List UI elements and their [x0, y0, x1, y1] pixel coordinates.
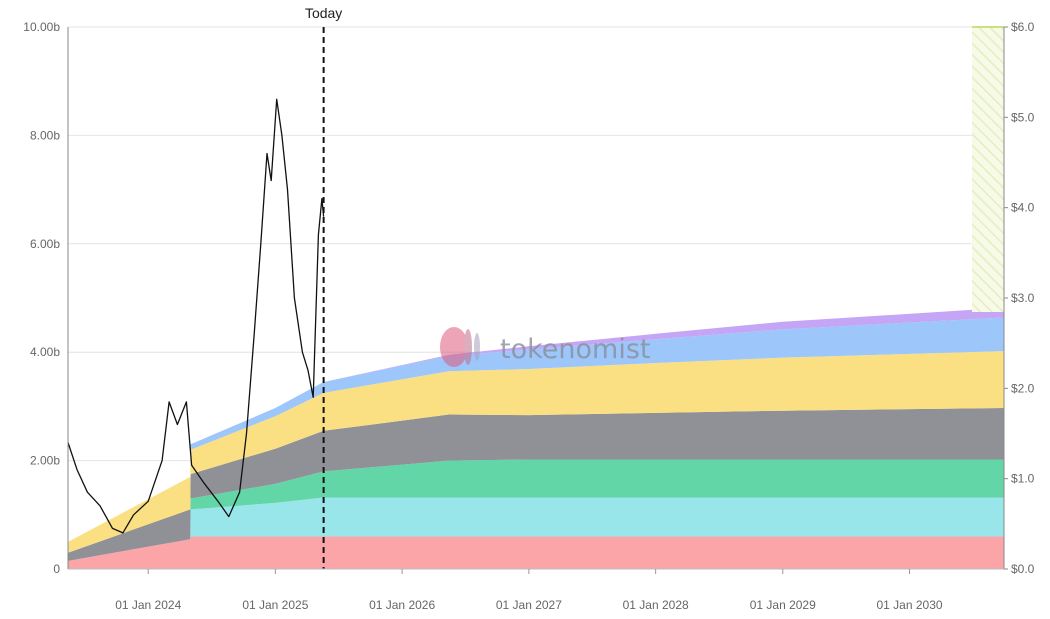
- price-line: [67, 98, 325, 534]
- x-tick-label: 01 Jan 2026: [369, 598, 435, 612]
- tokenomist-logo-icon: [440, 327, 480, 367]
- x-tick-label: 01 Jan 2025: [242, 598, 308, 612]
- y-left-tick-label: 8.00b: [30, 128, 60, 142]
- y-right-tick-label: $5.0: [1011, 110, 1035, 124]
- watermark: tokenomist: [440, 327, 650, 367]
- y-axis-left-ticks: 0 2.00b 4.00b 6.00b 8.00b 10.00b: [23, 20, 60, 576]
- y-right-tick-label: $1.0: [1011, 472, 1035, 486]
- y-right-tick-label: $6.0: [1011, 20, 1035, 34]
- today-label: Today: [305, 5, 342, 21]
- y-right-tick-label: $3.0: [1011, 291, 1035, 305]
- watermark-text: tokenomist: [500, 334, 650, 365]
- y-left-tick-label: 0: [53, 562, 60, 576]
- stack-area-4: [68, 351, 1004, 553]
- x-tick-label: 01 Jan 2028: [623, 598, 689, 612]
- stack-area-0: [68, 536, 1004, 569]
- x-tick-label: 01 Jan 2027: [496, 598, 562, 612]
- stacked-areas: [68, 307, 1004, 569]
- y-right-tick-label: $4.0: [1011, 201, 1035, 215]
- y-right-tick-label: $2.0: [1011, 381, 1035, 395]
- y-left-tick-label: 6.00b: [30, 237, 60, 251]
- stack-area-3: [68, 408, 1004, 561]
- forecast-highlight: [972, 27, 1004, 312]
- today-marker: Today: [305, 5, 342, 569]
- y-left-tick-label: 2.00b: [30, 454, 60, 468]
- y-axis-right-ticks: $0.0 $1.0 $2.0 $3.0 $4.0 $5.0 $6.0: [1004, 20, 1035, 576]
- y-left-tick-label: 10.00b: [23, 20, 60, 34]
- stack-area-2: [68, 459, 1004, 561]
- x-tick-label: 01 Jan 2029: [750, 598, 816, 612]
- y-right-tick-label: $0.0: [1011, 562, 1035, 576]
- price-series-line: [67, 98, 325, 534]
- x-tick-label: 01 Jan 2024: [115, 598, 181, 612]
- x-tick-label: 01 Jan 2030: [877, 598, 943, 612]
- x-axis-ticks: 01 Jan 2024 01 Jan 2025 01 Jan 2026 01 Jan …: [115, 569, 943, 612]
- stack-area-5: [68, 317, 1004, 542]
- y-left-tick-label: 4.00b: [30, 345, 60, 359]
- stack-area-1: [68, 497, 1004, 561]
